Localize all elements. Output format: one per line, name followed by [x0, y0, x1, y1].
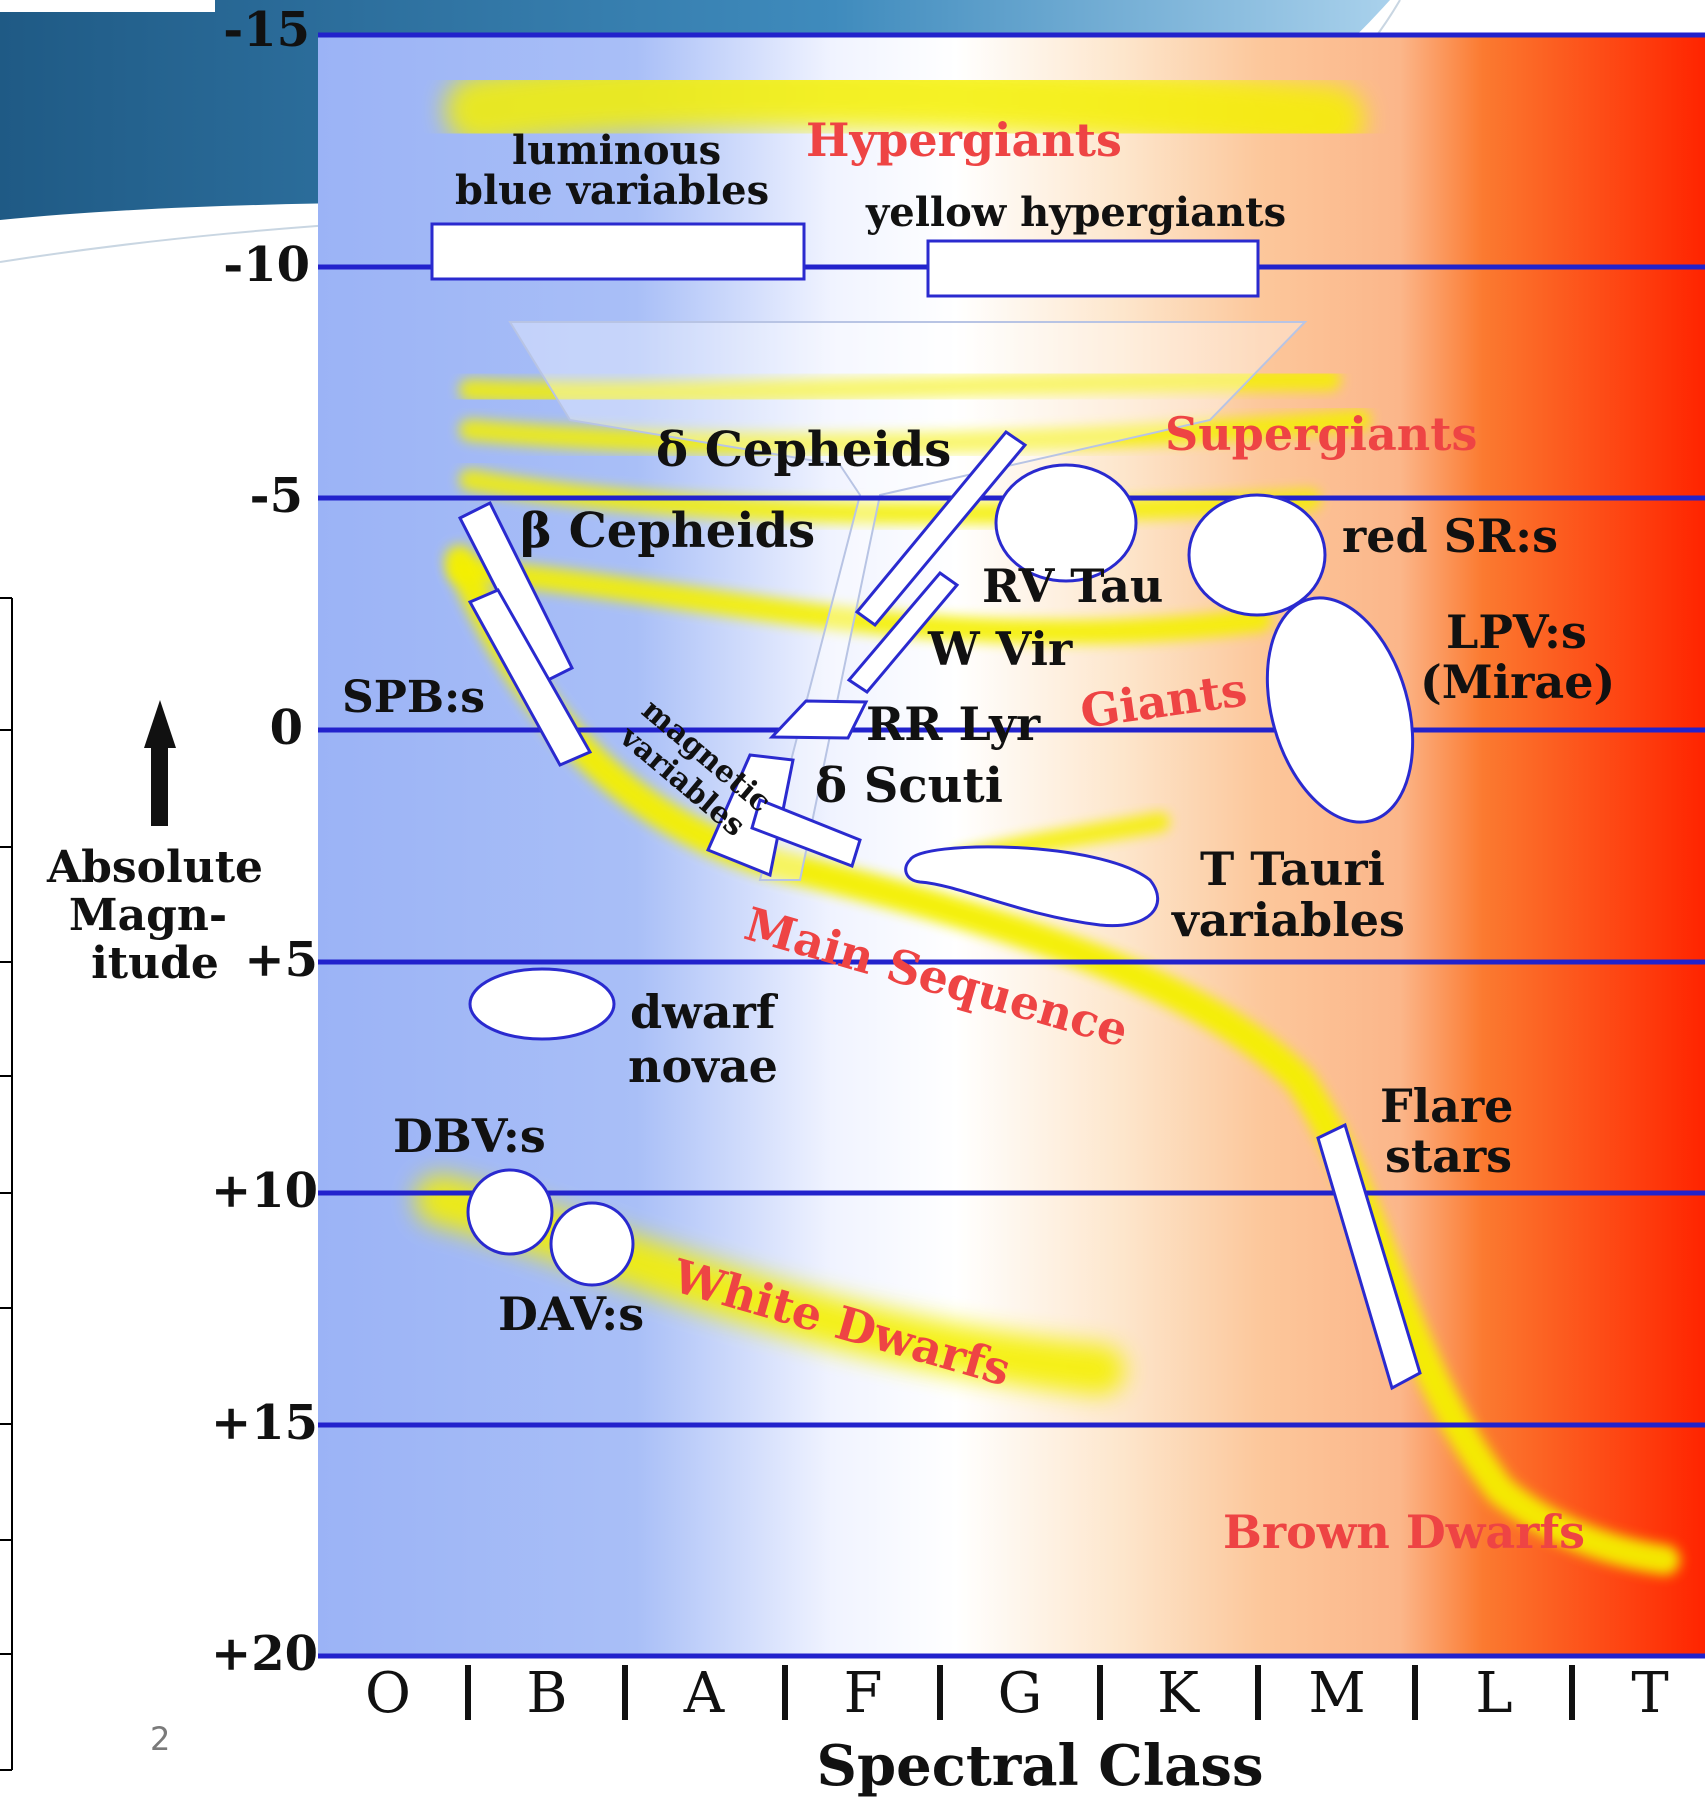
y-tick: 0	[270, 700, 303, 756]
label-w-vir: W Vir	[927, 622, 1073, 676]
beta-cepheid-strip-2	[467, 588, 593, 767]
supergiant-band-2	[459, 409, 1371, 455]
dbv-circle	[466, 1168, 554, 1256]
main-sequence-band	[445, 545, 1680, 1575]
label-lpv-2: (Mirae)	[1420, 655, 1615, 709]
label-t-tauri-1: T Tauri	[1200, 842, 1385, 896]
delta-cepheid-strip	[854, 429, 1028, 628]
label-red-srs: red SR:s	[1342, 509, 1558, 563]
y-tick: -15	[223, 2, 310, 58]
lbv-box	[430, 222, 806, 281]
label-yellow-hypergiants: yellow hypergiants	[865, 189, 1286, 236]
page-number: 2	[150, 1720, 171, 1758]
slide-background-table	[0, 597, 13, 1771]
delta-scuti-strip	[750, 797, 862, 868]
y-tick: +5	[244, 932, 318, 988]
y-tick: +15	[211, 1395, 318, 1451]
x-class: G	[998, 1661, 1043, 1726]
x-class: K	[1157, 1661, 1200, 1726]
x-axis-class-labels: O B A F G K M L T	[365, 1661, 1669, 1726]
rv-tau-blob	[994, 463, 1138, 583]
yellow-hypergiant-box	[926, 239, 1260, 298]
label-lbv-1: luminous	[512, 127, 721, 174]
x-class: M	[1308, 1661, 1365, 1726]
rr-lyr-box	[768, 699, 869, 740]
x-class: A	[683, 1661, 725, 1726]
y-tick: -10	[223, 237, 310, 293]
label-rv-tau: RV Tau	[982, 559, 1163, 613]
label-beta-cepheids: β Cepheids	[520, 503, 815, 559]
red-sr-blob	[1187, 493, 1327, 617]
label-dwarf-novae-1: dwarf	[630, 985, 779, 1039]
label-rr-lyr: RR Lyr	[866, 697, 1041, 751]
dav-circle	[549, 1201, 635, 1287]
x-class: F	[844, 1661, 883, 1726]
label-dwarf-novae-2: novae	[628, 1039, 778, 1093]
x-axis-separators	[465, 1665, 1575, 1720]
variable-regions	[430, 222, 1422, 1391]
giant-band	[448, 558, 1272, 645]
x-axis-label: Spectral Class	[817, 1733, 1264, 1799]
up-arrow-icon	[144, 700, 176, 826]
t-tauri-blob	[904, 845, 1160, 928]
instability-strip	[508, 321, 1308, 881]
x-class: O	[365, 1661, 411, 1726]
magnetic-variables-strip	[706, 753, 795, 878]
label-lpv-1: LPV:s	[1446, 605, 1587, 659]
label-flare-2: stars	[1385, 1129, 1512, 1183]
label-flare-1: Flare	[1380, 1079, 1513, 1133]
y-axis-label-1: Absolute	[46, 842, 263, 893]
label-delta-cepheids: δ Cepheids	[656, 422, 951, 478]
label-supergiants: Supergiants	[1165, 407, 1477, 461]
hypergiant-band	[445, 58, 1365, 155]
label-dbvs: DBV:s	[393, 1109, 546, 1163]
y-axis-label-group: Absolute Magn- itude	[46, 700, 263, 989]
supergiant-band-3	[459, 469, 1321, 525]
label-lbv-2: blue variables	[455, 167, 769, 214]
label-t-tauri-2: variables	[1171, 893, 1405, 947]
lpv-mirae-blob	[1265, 596, 1415, 824]
slide-title-box	[0, 0, 215, 12]
label-delta-scuti: δ Scuti	[815, 758, 1003, 814]
x-class: B	[526, 1661, 567, 1726]
sequence-bands	[415, 58, 1680, 1575]
y-axis-label-2: Magn-	[69, 890, 227, 941]
y-tick: +20	[211, 1626, 318, 1682]
label-brown-dwarfs: Brown Dwarfs	[1223, 1505, 1585, 1559]
x-axis: O B A F G K M L T Spectral Class	[365, 1661, 1669, 1799]
y-tick: -5	[250, 468, 303, 524]
label-hypergiants: Hypergiants	[806, 113, 1122, 167]
y-axis-ticks: -15 -10 -5 0 +5 +10 +15 +20	[211, 2, 318, 1682]
w-vir-strip	[846, 570, 960, 694]
x-class: T	[1631, 1661, 1668, 1726]
y-tick: +10	[211, 1163, 318, 1219]
label-spbs: SPB:s	[342, 672, 485, 723]
label-davs: DAV:s	[498, 1287, 644, 1341]
y-axis-label-3: itude	[91, 938, 219, 989]
supergiant-band-1	[459, 369, 1341, 404]
dwarf-novae-blob	[468, 967, 616, 1041]
flare-star-strip	[1316, 1122, 1422, 1391]
x-class: L	[1475, 1661, 1512, 1726]
